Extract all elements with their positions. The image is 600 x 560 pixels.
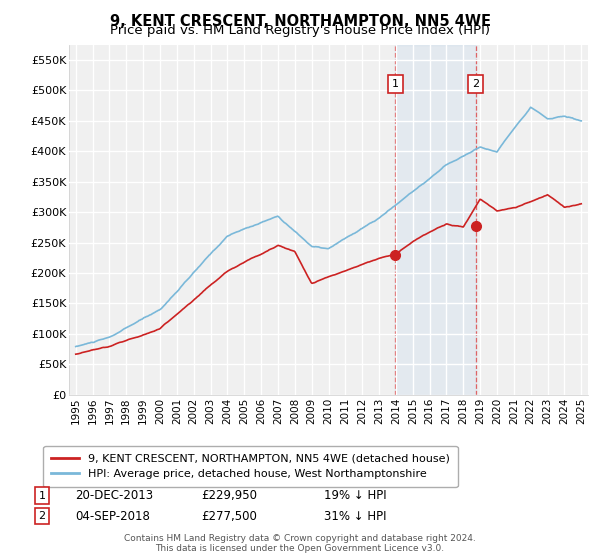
9, KENT CRESCENT, NORTHAMPTON, NN5 4WE (detached house) bbox=[301, 267, 308, 273]
Line: 9, KENT CRESCENT, NORTHAMPTON, NN5 4WE (detached house): 9, KENT CRESCENT, NORTHAMPTON, NN5 4WE (… bbox=[76, 195, 581, 354]
Text: £229,950: £229,950 bbox=[201, 489, 257, 502]
Text: 1: 1 bbox=[38, 491, 46, 501]
HPI: Average price, detached house, West Northamptonshire: (2.01e+03, 2.85e+05): Average price, detached house, West Nort… bbox=[370, 218, 377, 225]
Text: 20-DEC-2013: 20-DEC-2013 bbox=[75, 489, 153, 502]
Text: 2: 2 bbox=[38, 511, 46, 521]
HPI: Average price, detached house, West Northamptonshire: (2e+03, 7.93e+04): Average price, detached house, West Nort… bbox=[72, 343, 79, 350]
Line: HPI: Average price, detached house, West Northamptonshire: HPI: Average price, detached house, West… bbox=[76, 108, 581, 347]
Text: 19% ↓ HPI: 19% ↓ HPI bbox=[324, 489, 386, 502]
Text: 04-SEP-2018: 04-SEP-2018 bbox=[75, 510, 150, 523]
Text: 2: 2 bbox=[472, 80, 479, 90]
9, KENT CRESCENT, NORTHAMPTON, NN5 4WE (detached house) bbox=[72, 351, 79, 357]
HPI: Average price, detached house, West Northamptonshire: (2.02e+03, 3.35e+05): Average price, detached house, West Nort… bbox=[410, 188, 417, 194]
9, KENT CRESCENT, NORTHAMPTON, NN5 4WE (detached house) bbox=[370, 257, 377, 264]
9, KENT CRESCENT, NORTHAMPTON, NN5 4WE (detached house) bbox=[202, 286, 209, 292]
HPI: Average price, detached house, West Northamptonshire: (2.02e+03, 4.72e+05): Average price, detached house, West Nort… bbox=[527, 104, 534, 111]
HPI: Average price, detached house, West Northamptonshire: (2.02e+03, 3.86e+05): Average price, detached house, West Nort… bbox=[453, 157, 460, 164]
Text: Contains HM Land Registry data © Crown copyright and database right 2024.
This d: Contains HM Land Registry data © Crown c… bbox=[124, 534, 476, 553]
Text: £277,500: £277,500 bbox=[201, 510, 257, 523]
HPI: Average price, detached house, West Northamptonshire: (2e+03, 2.23e+05): Average price, detached house, West Nort… bbox=[202, 255, 209, 262]
Text: 9, KENT CRESCENT, NORTHAMPTON, NN5 4WE: 9, KENT CRESCENT, NORTHAMPTON, NN5 4WE bbox=[110, 14, 491, 29]
HPI: Average price, detached house, West Northamptonshire: (2.01e+03, 2.55e+05): Average price, detached house, West Nort… bbox=[301, 236, 308, 243]
9, KENT CRESCENT, NORTHAMPTON, NN5 4WE (detached house) bbox=[544, 192, 551, 198]
9, KENT CRESCENT, NORTHAMPTON, NN5 4WE (detached house) bbox=[453, 222, 460, 229]
Text: Price paid vs. HM Land Registry's House Price Index (HPI): Price paid vs. HM Land Registry's House … bbox=[110, 24, 490, 37]
Legend: 9, KENT CRESCENT, NORTHAMPTON, NN5 4WE (detached house), HPI: Average price, det: 9, KENT CRESCENT, NORTHAMPTON, NN5 4WE (… bbox=[43, 446, 458, 487]
9, KENT CRESCENT, NORTHAMPTON, NN5 4WE (detached house) bbox=[161, 320, 169, 327]
Text: 1: 1 bbox=[392, 80, 399, 90]
HPI: Average price, detached house, West Northamptonshire: (2e+03, 1.48e+05): Average price, detached house, West Nort… bbox=[161, 301, 169, 308]
9, KENT CRESCENT, NORTHAMPTON, NN5 4WE (detached house) bbox=[578, 200, 585, 207]
HPI: Average price, detached house, West Northamptonshire: (2.02e+03, 4.5e+05): Average price, detached house, West Nort… bbox=[578, 118, 585, 124]
Bar bbox=[395, 45, 476, 395]
Text: 31% ↓ HPI: 31% ↓ HPI bbox=[324, 510, 386, 523]
9, KENT CRESCENT, NORTHAMPTON, NN5 4WE (detached house) bbox=[410, 238, 417, 245]
